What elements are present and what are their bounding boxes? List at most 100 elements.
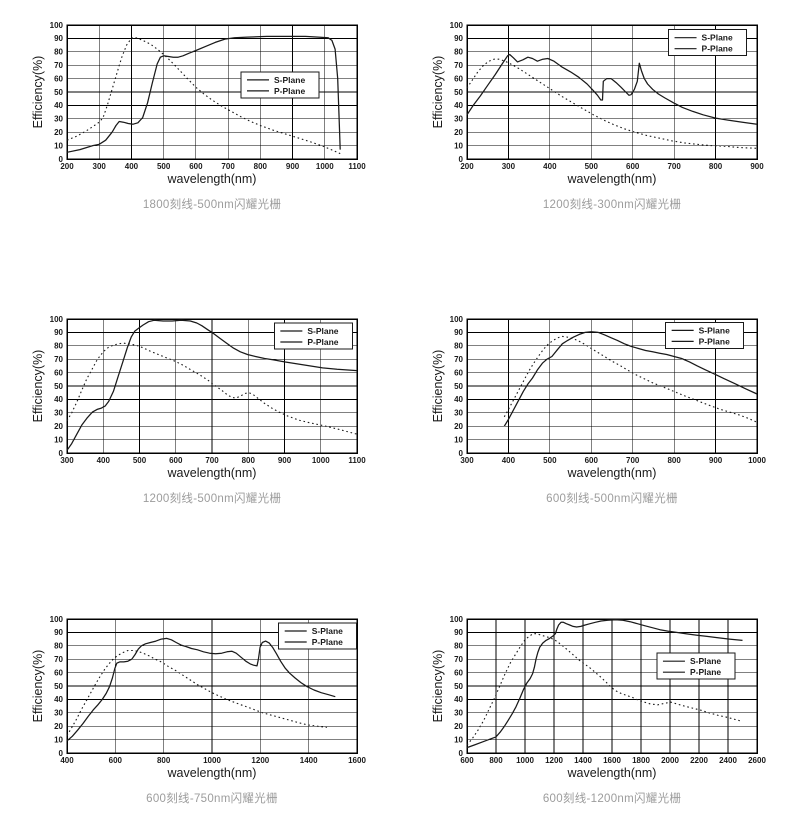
x-tick-label: 700 bbox=[221, 162, 235, 171]
s-plane-curve bbox=[503, 331, 758, 427]
x-tick-label: 2000 bbox=[661, 756, 679, 765]
x-tick-label: 800 bbox=[489, 756, 503, 765]
x-tick-label: 1000 bbox=[748, 456, 766, 465]
chart-caption: 1200刻线-500nm闪耀光栅 bbox=[142, 493, 282, 505]
y-tick-label: 20 bbox=[454, 422, 463, 431]
x-tick-label: 1100 bbox=[348, 162, 366, 171]
y-tick-label: 0 bbox=[59, 449, 64, 458]
plot-border bbox=[66, 618, 358, 754]
x-axis-label: wavelength(nm) bbox=[567, 466, 657, 480]
y-tick-label: 0 bbox=[59, 155, 64, 164]
x-axis-label: wavelength(nm) bbox=[567, 172, 657, 186]
y-tick-label: 90 bbox=[454, 34, 463, 43]
y-tick-label: 50 bbox=[54, 382, 63, 391]
y-tick-label: 20 bbox=[454, 722, 463, 731]
s-plane-curve bbox=[466, 619, 743, 749]
y-tick-label: 30 bbox=[54, 409, 63, 418]
x-tick-label: 2400 bbox=[719, 756, 737, 765]
y-tick-label: 80 bbox=[54, 48, 63, 57]
y-tick-label: 10 bbox=[54, 141, 63, 150]
chart-caption: 600刻线-500nm闪耀光栅 bbox=[546, 493, 678, 505]
y-tick-label: 60 bbox=[54, 368, 63, 377]
plot-border bbox=[66, 318, 358, 454]
x-tick-label: 900 bbox=[709, 456, 723, 465]
chart-cell-1: 200 300 400 500 600 700 800 900 1000 1100 0 10 20 30 4… bbox=[0, 0, 400, 294]
x-tick-label: 400 bbox=[543, 162, 557, 171]
x-tick-label: 400 bbox=[502, 456, 516, 465]
x-tick-label: 200 bbox=[460, 162, 474, 171]
s-plane-curve bbox=[66, 35, 341, 153]
y-tick-label: 10 bbox=[454, 435, 463, 444]
chart-caption: 1200刻线-300nm闪耀光栅 bbox=[542, 199, 682, 211]
x-axis-label: wavelength(nm) bbox=[167, 766, 257, 780]
legend-label-s-plane: S-Plane bbox=[690, 656, 721, 666]
p-plane-curve bbox=[66, 649, 327, 736]
y-tick-label: 60 bbox=[454, 74, 463, 83]
x-tick-label: 500 bbox=[157, 162, 171, 171]
x-tick-label: 1000 bbox=[316, 162, 334, 171]
y-tick-label: 80 bbox=[454, 48, 463, 57]
x-tick-label: 2200 bbox=[690, 756, 708, 765]
legend-box bbox=[240, 71, 320, 99]
x-tick-label: 1000 bbox=[312, 456, 330, 465]
x-tick-label: 1400 bbox=[300, 756, 318, 765]
chart-cell-6: 600 800 1000 1200 1400 1600 1800 2000 2200 2400 26… bbox=[400, 594, 800, 821]
x-tick-label: 600 bbox=[189, 162, 203, 171]
y-axis-label: Efficiency(%) bbox=[431, 56, 445, 129]
x-tick-label: 1600 bbox=[348, 756, 366, 765]
y-tick-label: 50 bbox=[454, 382, 463, 391]
y-tick-label: 20 bbox=[54, 422, 63, 431]
chart-caption: 600刻线-750nm闪耀光栅 bbox=[146, 793, 278, 805]
legend-label-p-plane: P-Plane bbox=[307, 337, 338, 347]
x-tick-label: 1600 bbox=[603, 756, 621, 765]
legend-label-p-plane: P-Plane bbox=[702, 44, 733, 54]
y-tick-label: 80 bbox=[454, 642, 463, 651]
x-tick-label: 800 bbox=[709, 162, 723, 171]
y-tick-label: 60 bbox=[454, 368, 463, 377]
y-tick-label: 20 bbox=[54, 128, 63, 137]
plot-border bbox=[466, 618, 758, 754]
legend-box bbox=[668, 29, 748, 57]
efficiency-plot-6: 600 800 1000 1200 1400 1600 1800 2000 2200 2400 26… bbox=[431, 615, 766, 780]
y-tick-label: 30 bbox=[54, 709, 63, 718]
efficiency-plot-5: 400 600 800 1000 1200 1400 1600 0 10 20 30 40 50 60 70… bbox=[31, 615, 366, 780]
legend-label-p-plane: P-Plane bbox=[274, 86, 305, 96]
y-tick-label: 100 bbox=[450, 21, 464, 30]
x-tick-label: 300 bbox=[460, 456, 474, 465]
grid-lines bbox=[67, 619, 357, 753]
y-tick-label: 20 bbox=[54, 722, 63, 731]
efficiency-plot-1: 200 300 400 500 600 700 800 900 1000 1100 0 10 20 30 4… bbox=[31, 21, 366, 186]
legend-label-s-plane: S-Plane bbox=[312, 626, 343, 636]
x-tick-label: 400 bbox=[125, 162, 139, 171]
y-axis-label: Efficiency(%) bbox=[431, 650, 445, 723]
y-tick-label: 40 bbox=[454, 101, 463, 110]
y-tick-label: 40 bbox=[454, 395, 463, 404]
plot-border bbox=[466, 318, 758, 454]
x-tick-label: 1200 bbox=[545, 756, 563, 765]
legend-label-s-plane: S-Plane bbox=[702, 33, 733, 43]
y-tick-label: 30 bbox=[454, 115, 463, 124]
y-tick-label: 70 bbox=[454, 655, 463, 664]
y-tick-label: 80 bbox=[54, 642, 63, 651]
y-tick-label: 80 bbox=[54, 342, 63, 351]
y-tick-label: 50 bbox=[454, 682, 463, 691]
y-tick-label: 100 bbox=[450, 615, 464, 624]
x-axis-label: wavelength(nm) bbox=[567, 766, 657, 780]
y-tick-label: 0 bbox=[459, 155, 464, 164]
x-tick-label: 600 bbox=[585, 456, 599, 465]
x-tick-label: 300 bbox=[60, 456, 74, 465]
y-tick-label: 90 bbox=[54, 628, 63, 637]
efficiency-plot-2: 200 300 400 500 600 700 800 900 0 10 20 30 40 50 60 70 8… bbox=[431, 21, 764, 186]
x-tick-label: 700 bbox=[626, 456, 640, 465]
y-tick-label: 0 bbox=[459, 449, 464, 458]
plot-border bbox=[66, 24, 358, 160]
y-tick-label: 100 bbox=[50, 315, 64, 324]
y-tick-label: 50 bbox=[54, 682, 63, 691]
x-tick-label: 500 bbox=[585, 162, 599, 171]
grid-lines bbox=[467, 319, 757, 453]
y-tick-label: 10 bbox=[454, 735, 463, 744]
y-axis-label: Efficiency(%) bbox=[31, 56, 45, 129]
